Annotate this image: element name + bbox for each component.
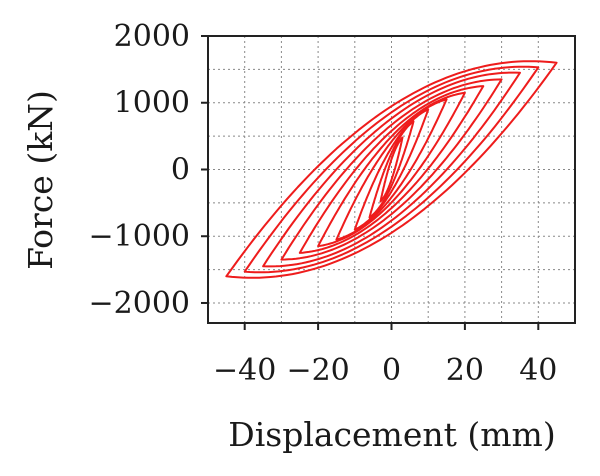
x-tick-label: −20 xyxy=(286,353,349,388)
y-tick-label: −2000 xyxy=(89,286,190,321)
x-tick-label: 0 xyxy=(382,353,401,388)
y-tick-label: 1000 xyxy=(114,86,190,121)
y-tick-label: 0 xyxy=(171,152,190,187)
x-tick-label: −40 xyxy=(213,353,276,388)
hysteresis-loop-9 xyxy=(243,65,540,274)
hysteresis-loop-6 xyxy=(298,85,485,254)
y-axis-title: Force (kN) xyxy=(21,90,60,270)
hysteresis-loop-2 xyxy=(368,120,415,219)
hysteresis-loop-4 xyxy=(335,98,448,241)
y-tick-label: 2000 xyxy=(114,19,190,54)
hysteresis-loop-7 xyxy=(280,78,503,261)
hysteresis-loop-1 xyxy=(379,136,404,203)
x-tick-label: 20 xyxy=(446,353,484,388)
axis-ticks: −40 −20 0 20 40 2000 1000 0 −1000 −2000 xyxy=(89,19,558,388)
hysteresis-loop-5 xyxy=(317,91,466,248)
hysteresis-loop-10 xyxy=(225,60,558,279)
hysteresis-loop-3 xyxy=(353,108,430,231)
x-axis-title: Displacement (mm) xyxy=(228,415,555,454)
y-tick-label: −1000 xyxy=(89,219,190,254)
hysteresis-loops xyxy=(225,60,558,279)
hysteresis-loop-8 xyxy=(262,71,521,268)
x-tick-label: 40 xyxy=(519,353,557,388)
